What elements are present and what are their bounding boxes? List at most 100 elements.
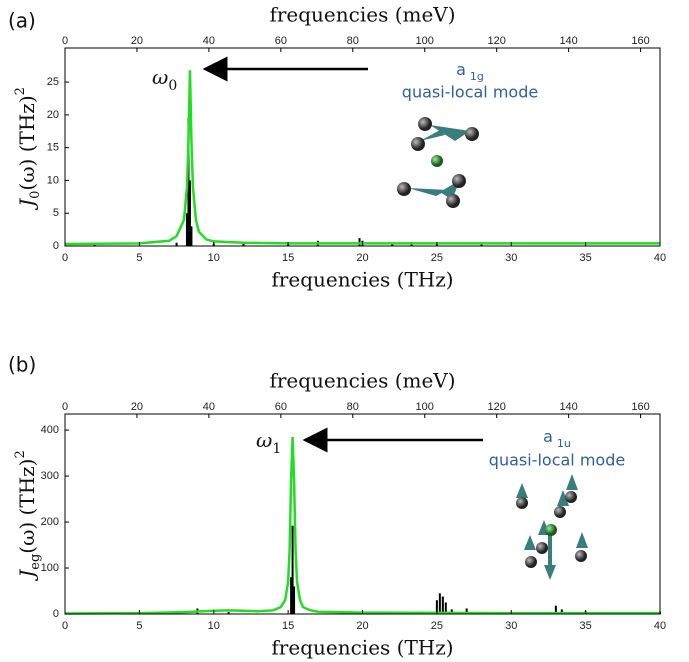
x2-tick-label: 0: [62, 35, 68, 47]
spectrum-bar: [293, 586, 296, 614]
x-tick-label: 20: [356, 620, 368, 632]
y-axis-title-part: (ω) (THz): [15, 95, 39, 190]
peak-label-part: 1: [272, 441, 281, 457]
x2-tick-label: 20: [131, 35, 143, 47]
x-tick-label: 30: [505, 620, 517, 632]
peak-label-part: 0: [168, 78, 177, 94]
peak-label: ω1: [256, 428, 281, 458]
spectrum-bar: [187, 118, 190, 246]
x2-tick-label: 100: [416, 401, 434, 413]
x-tick-label: 0: [62, 620, 68, 632]
molecule-b: [516, 474, 588, 580]
mode-label-part: a: [543, 427, 553, 446]
panel-label: (a): [8, 9, 36, 33]
spectrum-bar: [358, 238, 361, 246]
x2-tick-label: 20: [131, 401, 143, 413]
spectrum-bar: [188, 180, 191, 246]
y-axis-title-part: eg: [28, 554, 43, 570]
x-tick-label: 10: [208, 620, 220, 632]
y-axis-title-part: 2: [13, 450, 28, 458]
x2-tick-label: 40: [203, 401, 215, 413]
x-tick-label: 30: [505, 252, 517, 264]
x2-tick-label: 160: [631, 401, 649, 413]
x2-tick-label: 60: [275, 401, 287, 413]
mode-label-part: 1u: [557, 437, 571, 450]
peak-label: ω0: [152, 65, 177, 95]
spectrum-bar: [444, 602, 447, 614]
spectrum-bar: [242, 242, 245, 246]
x-tick-label: 25: [431, 620, 443, 632]
green-curve: [64, 436, 660, 615]
y-axis-title-part: (ω) (THz): [15, 459, 39, 554]
y-axis-title-part: 2: [13, 87, 28, 95]
spectrum-bar: [465, 608, 468, 614]
spectrum-bar: [480, 244, 483, 246]
y-tick-label: 10: [47, 174, 59, 186]
panel-label: (b): [8, 353, 36, 377]
mode-description: quasi-local mode: [402, 83, 538, 102]
mode-label-part: a: [456, 60, 466, 79]
spectrum-bar: [435, 600, 438, 614]
y-tick-label: 20: [47, 109, 59, 121]
spectrum-bar: [227, 612, 230, 614]
top-axis-title: frequencies (meV): [269, 3, 455, 27]
y-tick-label: 5: [53, 207, 59, 219]
y-axis-title: Jeg(ω) (THz)2: [13, 450, 43, 582]
spectrum-bar: [185, 213, 188, 246]
molecule-a: [397, 117, 479, 208]
x-tick-label: 10: [208, 252, 220, 264]
spectrum-bar: [560, 609, 563, 614]
y-tick-label: 15: [47, 142, 59, 154]
x-tick-label: 40: [654, 620, 666, 632]
spectrum-bar: [290, 577, 293, 614]
x2-tick-label: 140: [559, 401, 577, 413]
y-axis-title-part: J: [15, 198, 39, 211]
y-axis-title: J0(ω) (THz)2: [13, 87, 43, 211]
x2-tick-label: 0: [62, 401, 68, 413]
mode-label: a 1g: [456, 60, 484, 83]
x-tick-label: 40: [654, 252, 666, 264]
y-tick-label: 0: [53, 240, 59, 252]
y-tick-label: 200: [41, 516, 59, 528]
x2-tick-label: 40: [203, 35, 215, 47]
x-tick-label: 35: [580, 252, 592, 264]
spectrum-bar: [441, 596, 444, 614]
x2-tick-label: 80: [347, 401, 359, 413]
x2-tick-label: 140: [559, 35, 577, 47]
x-tick-label: 5: [136, 620, 142, 632]
x-tick-label: 5: [136, 252, 142, 264]
top-axis-title: frequencies (meV): [269, 369, 455, 393]
peak-label-part: ω: [152, 65, 168, 89]
x2-tick-label: 160: [631, 35, 649, 47]
x-axis-title: frequencies (THz): [271, 268, 453, 292]
x-tick-label: 25: [431, 252, 443, 264]
spectrum-bar: [554, 605, 557, 614]
spectrum-bar: [438, 593, 441, 614]
y-tick-label: 300: [41, 470, 59, 482]
y-tick-label: 0: [53, 608, 59, 620]
mode-label: a 1u: [543, 427, 571, 450]
spectrum-bar: [190, 226, 193, 246]
y-tick-label: 25: [47, 76, 59, 88]
x2-tick-label: 80: [347, 35, 359, 47]
y-axis-title-part: 0: [28, 191, 43, 199]
x-tick-label: 35: [580, 620, 592, 632]
y-axis-title-part: J: [15, 569, 39, 582]
x2-tick-label: 120: [488, 35, 506, 47]
x2-tick-label: 60: [275, 35, 287, 47]
green-curve: [64, 70, 660, 246]
x-tick-label: 15: [282, 620, 294, 632]
mode-description: quasi-local mode: [489, 451, 625, 470]
y-tick-label: 100: [41, 562, 59, 574]
mode-label-part: 1g: [470, 70, 484, 83]
x2-tick-label: 120: [488, 401, 506, 413]
x2-tick-label: 100: [416, 35, 434, 47]
x-tick-label: 15: [282, 252, 294, 264]
x-axis-title: frequencies (THz): [271, 636, 453, 660]
y-tick-label: 400: [41, 424, 59, 436]
peak-label-part: ω: [256, 428, 272, 452]
spectrum-bar: [291, 525, 294, 614]
x-tick-label: 0: [62, 252, 68, 264]
x-tick-label: 20: [356, 252, 368, 264]
